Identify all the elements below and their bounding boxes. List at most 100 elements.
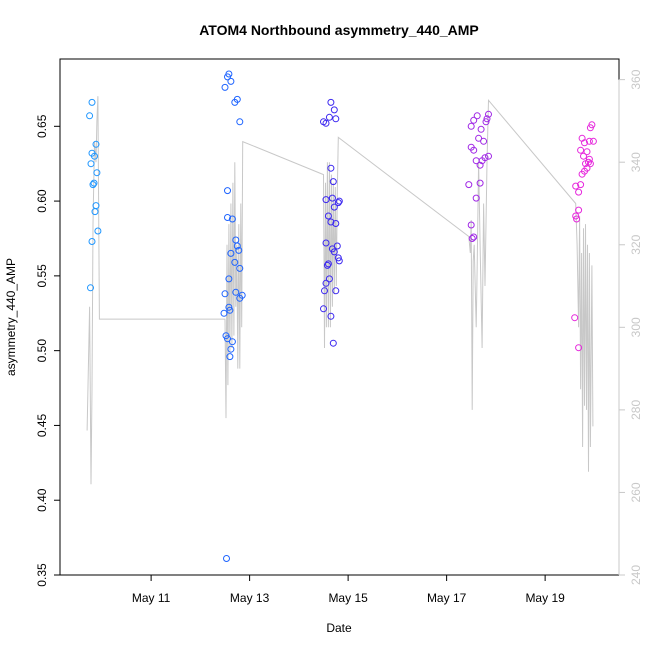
x-axis: May 11 May 13 May 15 May 17 May 19 [132, 574, 565, 605]
data-point [330, 248, 338, 256]
data-point [88, 238, 96, 245]
data-point [327, 312, 335, 320]
data-point [322, 279, 330, 287]
y2-tick-label: 340 [629, 152, 643, 172]
data-point [225, 70, 233, 78]
data-point [327, 98, 335, 106]
data-point [328, 194, 336, 202]
y-axis-left: 0.35 0.40 0.45 0.50 0.55 0.60 0.65 [35, 114, 61, 587]
data-point [227, 345, 235, 353]
data-point [89, 181, 97, 189]
y2-tick-label: 240 [629, 565, 643, 585]
data-point [220, 309, 228, 317]
data-point [90, 179, 98, 187]
data-point [578, 170, 586, 178]
data-point [226, 353, 234, 361]
data-point [473, 112, 481, 120]
y-axis-label: asymmetry_440_AMP [4, 258, 18, 376]
data-point [231, 258, 239, 266]
chart-title: ATOM4 Northbound asymmetry_440_AMP [199, 22, 479, 38]
data-point [320, 305, 327, 313]
x-tick-label: May 19 [525, 591, 565, 605]
data-point [228, 215, 236, 223]
data-point [224, 335, 231, 343]
y2-tick-label: 320 [629, 234, 643, 254]
data-point [329, 339, 337, 347]
x-tick-label: May 17 [427, 591, 467, 605]
data-point [465, 181, 473, 189]
y-axis-right: 240 260 280 300 320 340 360 [618, 69, 643, 585]
data-point [332, 115, 340, 123]
data-point [467, 122, 475, 130]
data-point [225, 303, 233, 311]
data-point [586, 124, 594, 132]
data-point [325, 113, 333, 121]
data-point [332, 220, 340, 227]
data-point [482, 118, 490, 126]
data-point [468, 235, 476, 242]
y2-tick-label: 300 [629, 317, 643, 337]
data-point [330, 106, 338, 114]
data-point [233, 242, 241, 250]
data-point [575, 206, 583, 214]
data-point [221, 290, 229, 298]
data-point [330, 203, 338, 211]
data-point [227, 249, 235, 257]
data-point [335, 197, 343, 205]
y2-tick-label: 260 [629, 482, 643, 502]
y-tick-label: 0.65 [35, 114, 49, 138]
data-point [232, 288, 240, 296]
y-tick-label: 0.35 [35, 563, 49, 587]
data-point [86, 112, 94, 120]
data-point [91, 152, 98, 160]
data-point [236, 264, 244, 272]
data-point [88, 98, 96, 106]
data-point [583, 148, 591, 156]
data-point [585, 155, 593, 163]
x-axis-label: Date [326, 621, 352, 635]
data-point [334, 199, 342, 207]
data-point [324, 260, 332, 268]
data-point [87, 160, 95, 168]
data-point [475, 134, 483, 142]
x-tick-label: May 13 [230, 591, 270, 605]
data-point [233, 95, 241, 103]
data-point [221, 83, 229, 91]
data-point [92, 202, 100, 210]
line-layer [86, 96, 594, 485]
data-point [225, 275, 233, 283]
data-point [227, 77, 235, 85]
data-point [572, 182, 580, 190]
y-tick-label: 0.40 [35, 488, 49, 512]
data-point [577, 181, 585, 189]
data-point [335, 257, 343, 265]
data-point [324, 212, 332, 220]
x-tick-label: May 15 [328, 591, 368, 605]
data-point [235, 246, 243, 254]
data-point [470, 233, 478, 241]
data-point [226, 306, 234, 314]
data-point [322, 239, 330, 247]
data-point [589, 137, 597, 145]
data-point [572, 212, 580, 220]
data-point [472, 194, 480, 202]
data-point [327, 164, 335, 172]
y-tick-label: 0.50 [35, 339, 49, 363]
data-point [467, 221, 475, 229]
data-point [223, 555, 230, 562]
data-point [575, 344, 583, 352]
data-point [581, 139, 588, 147]
data-point [238, 291, 246, 299]
data-point [575, 188, 583, 196]
data-point [92, 140, 100, 148]
data-point [476, 179, 484, 187]
data-point [585, 137, 593, 145]
data-point [573, 215, 581, 223]
data-point [580, 152, 587, 160]
data-point [93, 169, 101, 177]
plot-frame [59, 58, 620, 576]
data-point [485, 152, 492, 160]
y2-tick-label: 360 [629, 69, 643, 89]
